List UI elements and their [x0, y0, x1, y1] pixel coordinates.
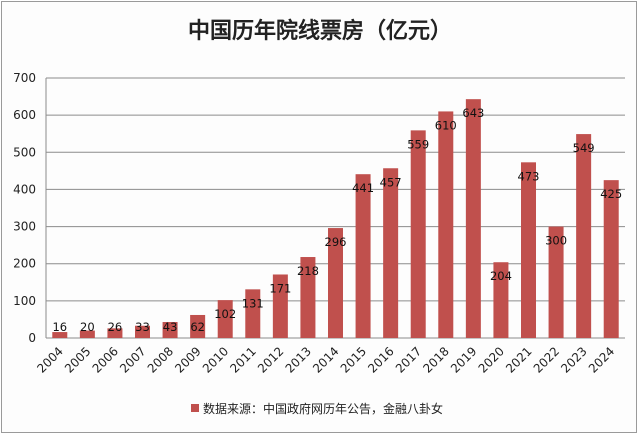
y-tick-label: 300 — [13, 220, 36, 234]
x-tick-label: 2008 — [145, 344, 176, 375]
data-label: 425 — [600, 187, 622, 201]
legend-swatch — [191, 404, 199, 412]
data-label: 549 — [573, 141, 595, 155]
y-tick-label: 600 — [13, 108, 36, 122]
bar — [135, 325, 150, 338]
bar — [52, 332, 68, 338]
bar — [521, 162, 536, 338]
data-label: 473 — [518, 169, 540, 183]
x-tick-label: 2024 — [586, 344, 617, 375]
bar — [190, 314, 206, 338]
bar — [548, 226, 564, 338]
data-label: 20 — [80, 320, 95, 334]
bar — [493, 262, 509, 338]
x-tick-label: 2012 — [255, 344, 286, 375]
bar — [465, 99, 481, 339]
bar — [162, 322, 178, 338]
x-tick-label: 2015 — [338, 344, 369, 375]
data-label: 296 — [325, 235, 347, 249]
data-label: 441 — [352, 181, 374, 195]
x-tick-label: 2019 — [448, 344, 479, 375]
x-tick-label: 2011 — [227, 344, 258, 375]
x-tick-label: 2004 — [34, 344, 65, 375]
x-tick-label: 2009 — [172, 344, 203, 375]
bar — [217, 300, 233, 338]
data-label: 171 — [269, 281, 291, 295]
bar — [603, 180, 619, 338]
y-tick-label: 400 — [13, 182, 36, 196]
x-tick-label: 2007 — [117, 344, 148, 375]
data-label: 33 — [135, 320, 150, 334]
bar — [328, 228, 343, 338]
bar — [107, 328, 123, 338]
y-tick-label: 700 — [13, 71, 36, 85]
x-tick-label: 2006 — [90, 344, 121, 375]
bar — [355, 174, 371, 338]
x-tick-label: 2021 — [503, 344, 534, 375]
bar — [272, 274, 288, 338]
data-label: 43 — [163, 320, 178, 334]
y-tick-label: 100 — [13, 294, 36, 308]
data-label: 102 — [214, 307, 236, 321]
bar — [300, 257, 316, 338]
chart-title: 中国历年院线票房（亿元） — [188, 18, 452, 44]
data-label: 300 — [545, 234, 567, 248]
data-label: 559 — [407, 137, 429, 151]
x-tick-label: 2022 — [531, 344, 562, 375]
bar — [383, 168, 399, 338]
data-label: 26 — [108, 320, 123, 334]
bar — [79, 330, 95, 338]
x-tick-label: 2010 — [200, 344, 231, 375]
x-tick-label: 2016 — [365, 344, 396, 375]
bar — [438, 111, 454, 338]
data-label: 643 — [462, 106, 484, 120]
data-label: 62 — [190, 320, 205, 334]
x-tick-label: 2023 — [558, 344, 589, 375]
x-tick-label: 2017 — [393, 344, 424, 375]
bar — [576, 134, 592, 338]
bar — [410, 130, 426, 338]
data-label: 457 — [380, 175, 402, 189]
x-tick-label: 2013 — [283, 344, 314, 375]
legend-label: 数据来源：中国政府网历年公告，金融八卦女 — [203, 401, 443, 416]
data-label: 218 — [297, 264, 319, 278]
x-tick-label: 2018 — [420, 344, 451, 375]
data-label: 610 — [435, 118, 457, 132]
x-tick-label: 2020 — [476, 344, 507, 375]
y-tick-label: 200 — [13, 257, 36, 271]
data-label: 131 — [242, 296, 264, 310]
x-tick-label: 2014 — [310, 344, 341, 375]
y-tick-label: 0 — [28, 331, 36, 345]
data-label: 16 — [52, 320, 67, 334]
y-tick-label: 500 — [13, 145, 36, 159]
bar — [245, 289, 261, 338]
x-tick-label: 2005 — [62, 344, 93, 375]
data-label: 204 — [490, 269, 512, 283]
